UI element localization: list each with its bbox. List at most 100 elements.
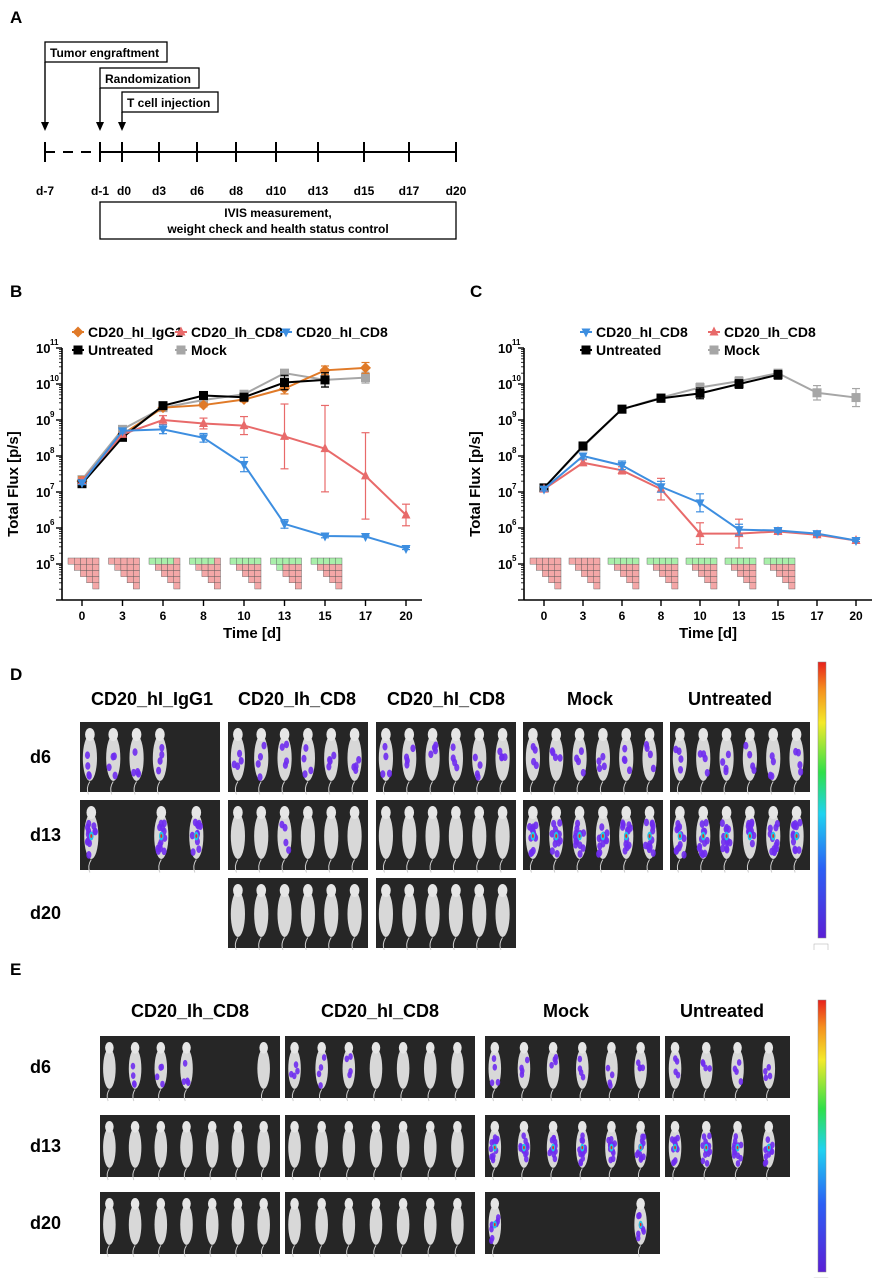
y-tick-exponent: 11 bbox=[512, 338, 521, 347]
survival-cell bbox=[108, 557, 115, 565]
survival-cell bbox=[214, 557, 221, 565]
signal-blob bbox=[707, 1065, 712, 1072]
mouse-tail bbox=[637, 1245, 642, 1258]
timeline-ticks: d-7 d-1 d0 d3 d6 d8 d10 d13 d15 d17 d20 bbox=[36, 142, 467, 198]
signal-hotspot bbox=[674, 1145, 676, 1150]
mouse-body bbox=[231, 1204, 245, 1245]
mouse-head bbox=[130, 1042, 140, 1054]
signal-blob bbox=[156, 766, 162, 775]
mouse-head bbox=[85, 728, 95, 742]
timeline-day-label: d17 bbox=[399, 184, 420, 198]
x-tick-label: 15 bbox=[318, 609, 332, 623]
mouse-tail bbox=[373, 1089, 377, 1102]
signal-blob bbox=[622, 744, 628, 753]
survival-grid bbox=[529, 557, 562, 590]
signal-blob bbox=[643, 741, 650, 749]
mouse-tail bbox=[579, 1168, 583, 1181]
survival-cell bbox=[749, 576, 757, 584]
signal-blob bbox=[600, 752, 606, 761]
signal-blob bbox=[626, 821, 632, 829]
survival-cell bbox=[207, 576, 215, 584]
signal-blob bbox=[601, 762, 607, 771]
mouse-tail bbox=[676, 781, 681, 795]
survival-cell bbox=[782, 576, 790, 584]
arrow-down-icon bbox=[118, 122, 126, 131]
signal-blob bbox=[344, 1055, 350, 1063]
mouse-body bbox=[230, 735, 245, 781]
survival-cell bbox=[542, 557, 549, 565]
signal-blob bbox=[524, 1056, 530, 1064]
signal-blob bbox=[577, 1055, 583, 1063]
mouse-tail bbox=[400, 1245, 404, 1258]
group-label: Untreated bbox=[688, 689, 772, 709]
mouse-tail bbox=[106, 1245, 110, 1258]
survival-cell bbox=[288, 576, 296, 584]
mouse-body bbox=[230, 891, 245, 937]
mouse-tail bbox=[766, 1089, 770, 1102]
signal-blob bbox=[771, 848, 777, 857]
survival-cell bbox=[173, 570, 181, 577]
mouse-tail bbox=[452, 937, 457, 950]
mouse-head bbox=[427, 884, 438, 898]
mouse-head bbox=[303, 884, 313, 898]
data-point bbox=[617, 404, 627, 414]
ivis-line-1: IVIS measurement, bbox=[224, 206, 331, 220]
mouse-tail bbox=[156, 781, 161, 795]
signal-blob bbox=[707, 1132, 712, 1140]
survival-cell bbox=[133, 564, 140, 571]
mouse-tail bbox=[291, 1089, 295, 1102]
mouse-tail bbox=[400, 1168, 404, 1181]
survival-cell bbox=[659, 570, 666, 577]
data-point bbox=[176, 345, 186, 355]
mouse-head bbox=[303, 806, 313, 820]
mouse-head bbox=[425, 1121, 435, 1133]
mouse-head bbox=[108, 728, 119, 742]
survival-cell bbox=[671, 570, 679, 577]
data-point bbox=[72, 326, 84, 338]
image-background bbox=[228, 800, 368, 870]
mouse-head bbox=[490, 1042, 500, 1054]
survival-cell bbox=[335, 557, 343, 565]
survival-cell bbox=[161, 557, 168, 565]
signal-blob bbox=[743, 741, 749, 750]
survival-cell bbox=[120, 557, 128, 565]
mouse-tail bbox=[492, 1168, 496, 1181]
panel-label-a: A bbox=[10, 8, 23, 27]
mouse-head bbox=[764, 1042, 774, 1054]
survival-cell bbox=[554, 557, 562, 565]
signal-blob bbox=[554, 850, 560, 858]
signal-blob bbox=[159, 1063, 165, 1071]
mouse-tail bbox=[476, 781, 480, 795]
survival-cell bbox=[254, 570, 262, 577]
mouse-tail bbox=[427, 1245, 431, 1258]
mouse-tail bbox=[234, 781, 239, 795]
legend-item: CD20_Ih_CD8 bbox=[708, 324, 816, 340]
mouse-head bbox=[381, 884, 391, 898]
y-tick-exponent: 10 bbox=[50, 374, 59, 383]
mouse-head bbox=[207, 1121, 217, 1133]
survival-cell bbox=[704, 557, 712, 565]
signal-blob bbox=[696, 844, 702, 852]
mouse-tail bbox=[183, 1168, 187, 1181]
survival-cell bbox=[698, 570, 705, 577]
mouse-body bbox=[342, 1127, 356, 1168]
survival-cell bbox=[86, 557, 93, 565]
timeline-diagram: Tumor engraftment Randomization T cell i… bbox=[36, 41, 467, 240]
survival-grid bbox=[67, 557, 100, 590]
survival-cell bbox=[126, 576, 134, 584]
signal-blob bbox=[286, 846, 292, 854]
survival-cell bbox=[593, 564, 601, 571]
mouse-tail bbox=[346, 1245, 350, 1258]
mouse-head bbox=[451, 884, 461, 898]
mouse-tail bbox=[550, 1168, 554, 1181]
mouse-head bbox=[398, 1198, 408, 1210]
survival-cell bbox=[593, 570, 601, 577]
mouse-body bbox=[369, 1127, 383, 1168]
survival-cell bbox=[620, 557, 627, 565]
y-tick-label: 10 bbox=[36, 341, 50, 356]
survival-cell bbox=[632, 564, 640, 571]
mouse-body bbox=[128, 1127, 142, 1168]
mouse-head bbox=[371, 1121, 381, 1133]
mouse-tail bbox=[734, 1089, 738, 1102]
survival-cell bbox=[317, 557, 324, 565]
